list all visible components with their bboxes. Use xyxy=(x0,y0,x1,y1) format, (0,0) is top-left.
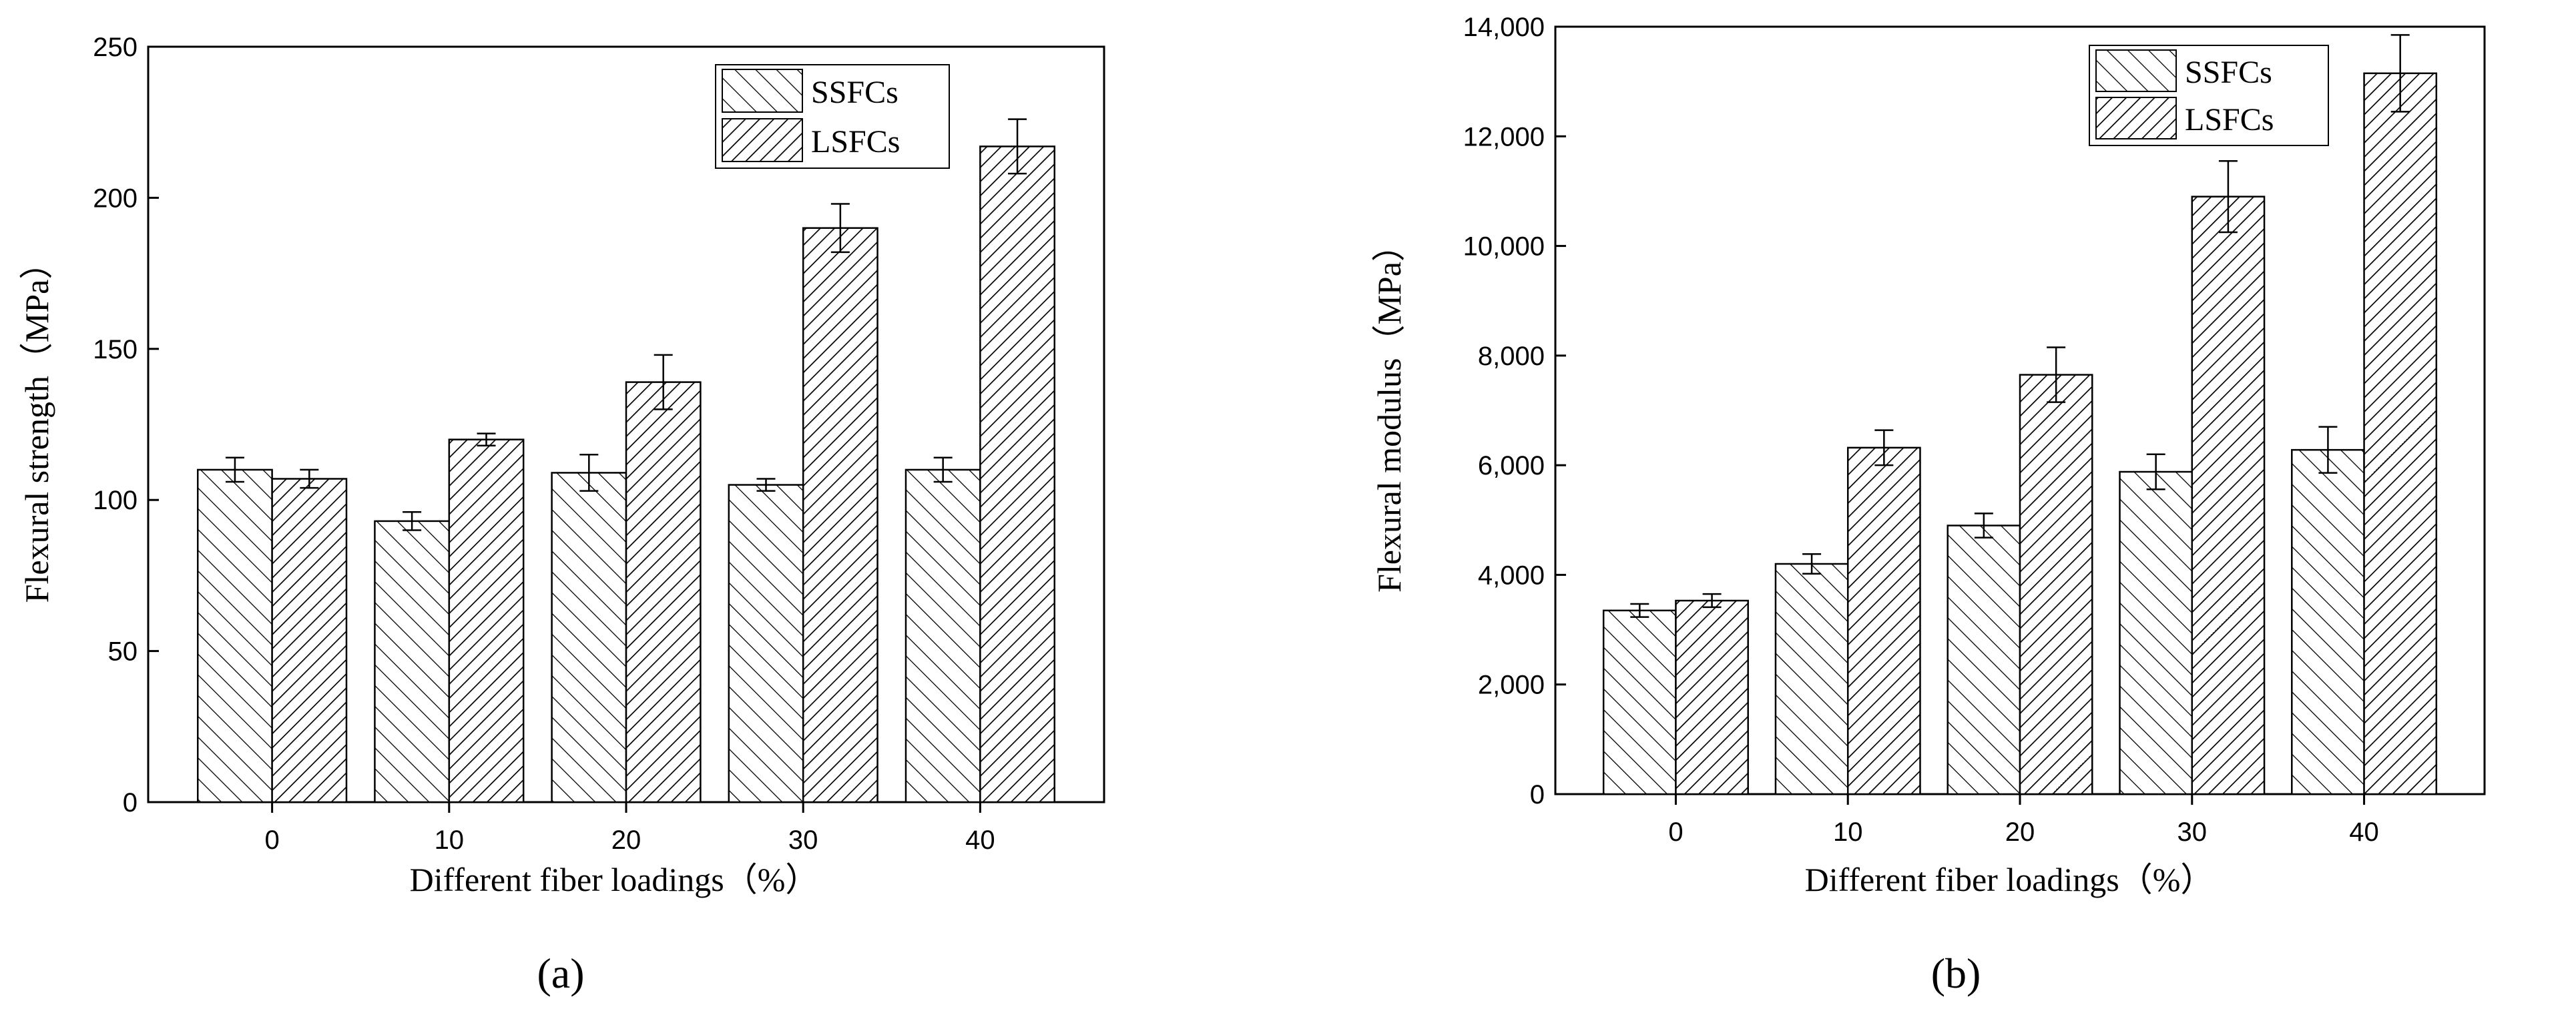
y-tick-label: 8,000 xyxy=(1478,342,1545,371)
bar-lsfcs-40 xyxy=(2363,72,2438,795)
bar-ssfcs-20 xyxy=(1947,525,2021,795)
bar-ssfcs-10 xyxy=(1774,563,1849,795)
bar-lsfcs-10 xyxy=(1846,446,1921,795)
legend-label-ssfcs: SSFCs xyxy=(2185,55,2272,90)
x-tick-label: 40 xyxy=(2349,817,2379,847)
x-tick-label: 30 xyxy=(2177,817,2208,847)
y-tick-label: 10,000 xyxy=(1463,232,1545,262)
bar-ssfcs-30 xyxy=(728,484,804,803)
x-tick-label: 0 xyxy=(1668,817,1683,847)
y-tick-label: 50 xyxy=(108,637,138,667)
y-tick-label: 200 xyxy=(93,184,138,213)
y-tick-label: 14,000 xyxy=(1463,13,1545,42)
y-tick-label: 100 xyxy=(93,486,138,515)
y-tick-label: 2,000 xyxy=(1478,671,1545,700)
bar-ssfcs-40 xyxy=(2291,448,2365,795)
error-bars xyxy=(225,118,1027,531)
y-tick-label: 250 xyxy=(93,33,138,62)
bar-lsfcs-40 xyxy=(979,145,1055,803)
x-tick-label: 20 xyxy=(2005,817,2035,847)
y-axis-title: Flexural modulus（MPa） xyxy=(1370,228,1408,593)
bar-ssfcs-0 xyxy=(197,468,273,803)
panel-label-a: (a) xyxy=(537,950,584,997)
x-tick-label: 10 xyxy=(1833,817,1863,847)
bars xyxy=(1602,72,2438,795)
legend-swatch-lsfcs xyxy=(722,118,803,162)
legend-label-lsfcs: LSFCs xyxy=(811,124,900,159)
panel-b-flexural-modulus-chart: 02,0004,0006,0008,00010,00012,00014,000 … xyxy=(1370,13,2486,997)
y-tick-label: 150 xyxy=(93,335,138,364)
legend: SSFCs LSFCs xyxy=(2089,45,2329,146)
legend-label-ssfcs: SSFCs xyxy=(811,75,898,110)
bar-ssfcs-10 xyxy=(374,520,451,803)
legend: SSFCs LSFCs xyxy=(715,64,950,169)
y-tick-label: 4,000 xyxy=(1478,561,1545,590)
x-tick-label: 40 xyxy=(965,825,995,855)
bar-ssfcs-0 xyxy=(1602,609,1677,795)
bar-ssfcs-20 xyxy=(551,472,627,803)
bar-lsfcs-30 xyxy=(2191,196,2266,795)
bar-ssfcs-30 xyxy=(2119,470,2194,795)
bar-lsfcs-30 xyxy=(802,227,878,803)
bar-lsfcs-20 xyxy=(625,381,702,803)
x-axis-ticks: 0 10 20 30 40 xyxy=(265,802,995,855)
bar-lsfcs-0 xyxy=(271,478,348,803)
legend-label-lsfcs: LSFCs xyxy=(2185,102,2274,137)
x-axis-ticks: 0 10 20 30 40 xyxy=(1668,794,2379,847)
bars xyxy=(197,145,1055,803)
y-tick-label: 6,000 xyxy=(1478,451,1545,480)
y-tick-label: 0 xyxy=(123,788,138,817)
x-tick-label: 0 xyxy=(265,825,280,855)
y-axis-ticks: 0 50 100 150 200 250 xyxy=(93,33,159,817)
x-axis-title: Different fiber loadings（%） xyxy=(1805,861,2214,898)
x-tick-label: 20 xyxy=(611,825,641,855)
legend-swatch-ssfcs xyxy=(722,69,803,113)
x-tick-label: 10 xyxy=(435,825,465,855)
x-axis-title: Different fiber loadings（%） xyxy=(410,861,819,898)
y-tick-label: 0 xyxy=(1530,780,1545,809)
legend-swatch-ssfcs xyxy=(2095,49,2177,92)
error-bars xyxy=(1630,34,2410,618)
y-axis-ticks: 0 2,000 4,000 6,000 8,000 10,000 12,000 14,000 xyxy=(1463,13,1566,809)
x-tick-label: 30 xyxy=(788,825,818,855)
y-tick-label: 12,000 xyxy=(1463,122,1545,151)
bar-lsfcs-0 xyxy=(1675,599,1749,795)
bar-ssfcs-40 xyxy=(905,468,981,803)
bar-lsfcs-20 xyxy=(2019,374,2093,795)
panel-a-flexural-strength-chart: 0 50 100 150 200 250 0 10 20 30 40 SSFCs LSFCs Di… xyxy=(18,33,1105,997)
legend-swatch-lsfcs xyxy=(2095,97,2177,139)
bar-lsfcs-10 xyxy=(448,438,525,803)
panel-label-b: (b) xyxy=(1931,950,1981,997)
y-axis-title: Flexural strength（MPa） xyxy=(18,246,55,603)
